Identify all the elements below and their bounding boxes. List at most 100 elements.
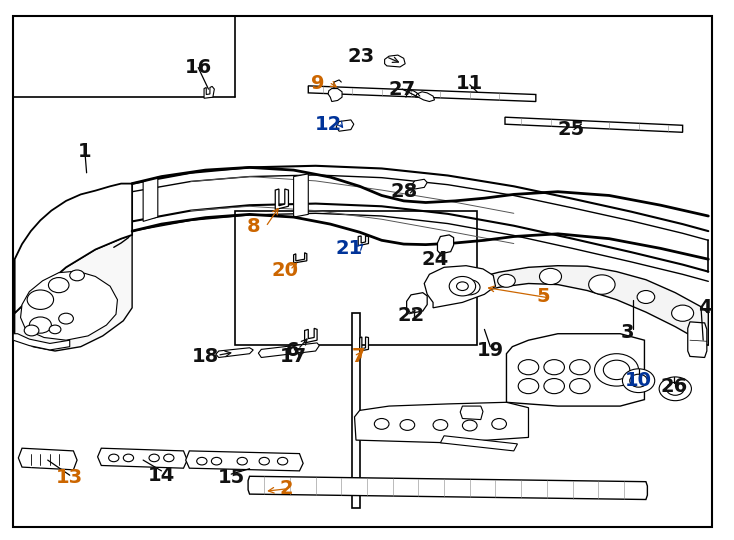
- Text: 11: 11: [456, 74, 484, 93]
- Circle shape: [492, 418, 506, 429]
- Text: 15: 15: [217, 468, 245, 488]
- Text: 25: 25: [557, 120, 585, 139]
- Polygon shape: [13, 334, 70, 350]
- Circle shape: [544, 360, 564, 375]
- Circle shape: [622, 369, 655, 393]
- Text: 23: 23: [348, 47, 374, 66]
- Circle shape: [570, 360, 590, 375]
- Polygon shape: [328, 89, 342, 102]
- Polygon shape: [506, 334, 644, 406]
- Polygon shape: [21, 271, 117, 340]
- Polygon shape: [437, 235, 454, 254]
- Text: 27: 27: [389, 79, 415, 99]
- Polygon shape: [18, 448, 77, 470]
- Text: 12: 12: [315, 114, 343, 134]
- Bar: [235, 211, 477, 345]
- Polygon shape: [15, 235, 132, 351]
- Circle shape: [123, 454, 134, 462]
- Polygon shape: [294, 253, 307, 263]
- Text: 6: 6: [286, 341, 299, 361]
- Circle shape: [237, 457, 247, 465]
- Circle shape: [589, 275, 615, 294]
- Circle shape: [637, 291, 655, 303]
- Circle shape: [211, 457, 222, 465]
- Text: 10: 10: [625, 371, 652, 390]
- Polygon shape: [424, 266, 495, 308]
- Text: 19: 19: [477, 341, 504, 361]
- Text: 26: 26: [660, 376, 688, 396]
- Polygon shape: [305, 328, 317, 343]
- Circle shape: [29, 317, 51, 333]
- Circle shape: [518, 379, 539, 394]
- Polygon shape: [258, 343, 319, 357]
- Text: 16: 16: [184, 58, 212, 77]
- Circle shape: [672, 305, 694, 321]
- Text: 14: 14: [148, 465, 175, 485]
- Text: 22: 22: [397, 306, 425, 326]
- Polygon shape: [355, 402, 528, 443]
- Polygon shape: [216, 348, 253, 357]
- Circle shape: [595, 354, 639, 386]
- Polygon shape: [336, 120, 354, 131]
- Circle shape: [459, 280, 480, 295]
- Circle shape: [400, 420, 415, 430]
- Polygon shape: [275, 189, 288, 210]
- Text: 4: 4: [698, 298, 711, 318]
- Circle shape: [518, 360, 539, 375]
- Polygon shape: [688, 322, 707, 357]
- Text: 2: 2: [280, 479, 293, 498]
- Circle shape: [433, 420, 448, 430]
- Circle shape: [630, 374, 647, 387]
- Polygon shape: [505, 117, 683, 132]
- Circle shape: [539, 268, 562, 285]
- Bar: [352, 313, 360, 508]
- Circle shape: [70, 270, 84, 281]
- Circle shape: [109, 454, 119, 462]
- Text: 1: 1: [78, 141, 91, 161]
- Circle shape: [544, 379, 564, 394]
- Text: 13: 13: [57, 468, 83, 488]
- Text: 21: 21: [335, 239, 363, 258]
- Text: 5: 5: [537, 287, 550, 307]
- Circle shape: [27, 290, 54, 309]
- Circle shape: [277, 457, 288, 465]
- Circle shape: [24, 325, 39, 336]
- Circle shape: [49, 325, 61, 334]
- Polygon shape: [460, 406, 483, 420]
- Circle shape: [59, 313, 73, 324]
- Polygon shape: [358, 236, 368, 246]
- Text: 3: 3: [621, 322, 634, 342]
- Polygon shape: [248, 476, 647, 500]
- Polygon shape: [360, 337, 368, 351]
- Polygon shape: [143, 177, 158, 221]
- Circle shape: [149, 454, 159, 462]
- Polygon shape: [440, 436, 517, 451]
- Polygon shape: [294, 174, 308, 217]
- Polygon shape: [15, 184, 132, 313]
- Text: 17: 17: [280, 347, 307, 366]
- Polygon shape: [204, 86, 214, 98]
- Polygon shape: [412, 179, 427, 189]
- Circle shape: [259, 457, 269, 465]
- Circle shape: [570, 379, 590, 394]
- Circle shape: [603, 360, 630, 380]
- Circle shape: [164, 454, 174, 462]
- Circle shape: [48, 278, 69, 293]
- Circle shape: [374, 418, 389, 429]
- Text: 20: 20: [272, 260, 298, 280]
- Circle shape: [498, 274, 515, 287]
- Circle shape: [462, 420, 477, 431]
- Text: 18: 18: [192, 347, 219, 366]
- Circle shape: [666, 382, 684, 395]
- Polygon shape: [308, 86, 536, 102]
- Polygon shape: [385, 55, 405, 67]
- Text: 8: 8: [247, 217, 260, 237]
- Text: 7: 7: [352, 347, 365, 366]
- Circle shape: [457, 282, 468, 291]
- Text: 9: 9: [311, 74, 324, 93]
- Text: 24: 24: [421, 249, 449, 269]
- Text: 28: 28: [390, 182, 418, 201]
- Polygon shape: [440, 266, 708, 346]
- Circle shape: [197, 457, 207, 465]
- Polygon shape: [415, 92, 435, 102]
